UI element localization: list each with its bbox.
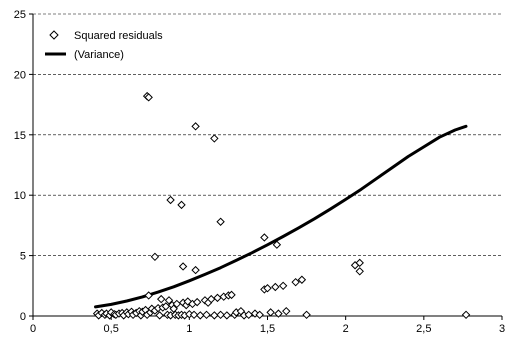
residual-point-22 [144,291,153,300]
residual-point-28 [156,294,166,304]
legend: Squared residuals (Variance) [45,30,163,61]
residual-point-27 [155,311,164,320]
y-tick-label-4: 20 [14,69,26,81]
variance-line-layer [94,124,468,309]
residual-point-78 [144,93,153,102]
residual-point-69 [266,308,275,317]
residual-point-86 [216,217,225,226]
residual-point-74 [291,277,300,287]
y-tick-label-5: 25 [14,9,26,21]
y-tick-label-3: 15 [14,130,26,142]
legend-diamond-marker [49,30,59,40]
residual-point-84 [191,265,200,275]
gridlines [33,13,502,256]
residual-point-66 [255,310,264,319]
residual-point-76 [302,310,311,319]
residual-point-83 [191,122,200,131]
residual-point-46 [189,310,199,319]
residual-point-79 [150,252,160,262]
residual-point-88 [272,240,282,249]
y-tick-label-2: 10 [14,190,26,202]
legend-label-variance: (Variance) [74,49,124,61]
y-tick-label-1: 5 [20,251,26,263]
residual-point-48 [196,311,205,320]
residual-point-53 [210,311,219,320]
x-tick-label-3: 1,5 [260,323,275,335]
legend-label-squared-residuals: Squared residuals [74,30,163,42]
x-tick-label-4: 2 [343,323,349,335]
x-tick-label-0: 0 [30,323,36,335]
residual-point-91 [355,267,364,276]
residual-point-70 [271,282,280,292]
residual-point-82 [178,262,188,271]
x-tick-label-5: 2,5 [416,323,431,335]
residual-point-87 [260,233,269,242]
x-tick-label-6: 3 [499,323,505,335]
residual-point-72 [278,281,288,291]
residual-point-68 [263,284,272,293]
residual-point-90 [355,258,364,268]
residual-point-92 [461,310,471,319]
residual-point-47 [192,297,202,307]
residual-point-55 [216,310,225,319]
residual-point-57 [222,311,232,320]
residual-point-32 [164,296,174,305]
residual-point-80 [166,195,175,205]
residual-points-layer [92,91,471,320]
variance-line [94,124,468,309]
residual-point-81 [177,200,186,210]
residual-point-50 [202,310,211,319]
residual-point-75 [297,275,307,284]
residual-point-59 [227,290,236,300]
x-tick-label-1: 0,5 [104,323,119,335]
y-tick-label-0: 0 [20,311,26,323]
residual-point-85 [210,134,219,143]
tick-labels: 0 5 10 15 20 25 0 0,5 1 1,5 2 2,5 3 [14,9,505,335]
x-tick-label-2: 1 [186,323,192,335]
residual-point-71 [274,309,283,318]
residual-point-73 [282,306,291,316]
